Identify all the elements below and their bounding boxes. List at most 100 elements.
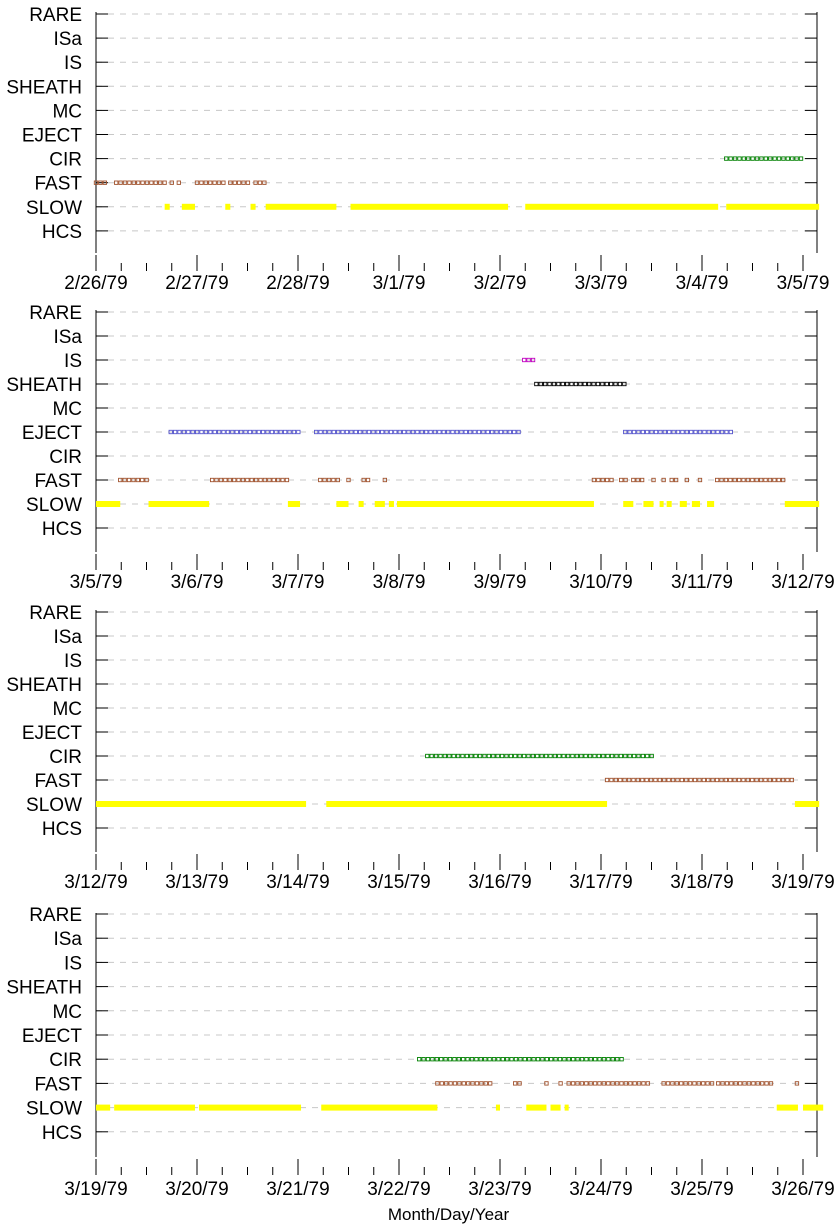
data-mark-cir — [460, 753, 465, 759]
data-mark-fast — [335, 477, 340, 483]
data-mark-fast — [751, 1081, 756, 1086]
y-tick-label: CIR — [49, 747, 82, 768]
data-mark-fast — [114, 180, 119, 185]
data-mark-eject — [274, 429, 279, 435]
data-mark-is — [522, 357, 527, 363]
data-mark-fast — [648, 777, 654, 783]
x-tick-label: 3/12/79 — [64, 872, 127, 893]
data-mark-slow — [726, 203, 820, 210]
data-mark-fast — [118, 180, 123, 185]
data-mark-eject — [702, 429, 707, 435]
data-mark-cir — [505, 1057, 510, 1062]
data-mark-eject — [336, 429, 341, 435]
data-mark-fast — [102, 180, 107, 185]
data-mark-cir — [549, 1057, 554, 1062]
data-mark-cir — [776, 156, 782, 161]
data-mark-fast — [661, 1081, 666, 1086]
data-mark-fast — [732, 477, 737, 483]
data-mark-cir — [588, 1057, 593, 1062]
data-mark-fast — [759, 477, 764, 483]
y-tick-label: SLOW — [26, 495, 82, 516]
x-tick-label: 3/17/79 — [569, 872, 632, 893]
data-mark-fast — [218, 477, 224, 483]
x-tick-label: 3/5/79 — [777, 273, 830, 294]
data-mark-cir — [425, 1057, 431, 1062]
data-mark-eject — [476, 429, 482, 435]
data-mark-slow — [564, 1104, 569, 1111]
data-mark-cir — [575, 1057, 580, 1062]
data-mark-fast — [232, 180, 237, 185]
data-mark-fast — [697, 777, 702, 783]
data-mark-fast — [118, 477, 123, 483]
data-mark-fast — [245, 477, 250, 483]
data-mark-slow — [679, 501, 687, 507]
data-mark-cir — [521, 753, 527, 759]
x-tick-label: 3/10/79 — [569, 572, 632, 593]
data-mark-fast — [322, 477, 327, 483]
y-tick-label: ISa — [53, 29, 82, 50]
data-mark-sheath — [622, 381, 627, 387]
data-mark-fast — [632, 1081, 637, 1086]
data-mark-cir — [623, 753, 628, 759]
y-tick-label: EJECT — [22, 1026, 83, 1047]
data-mark-fast — [636, 1081, 642, 1086]
data-mark-cir — [596, 753, 602, 759]
data-mark-fast — [776, 777, 781, 783]
data-mark-eject — [653, 429, 659, 435]
data-mark-fast — [662, 777, 667, 783]
data-mark-cir — [763, 156, 768, 161]
data-mark-fast — [750, 477, 755, 483]
data-mark-fast — [724, 1081, 730, 1086]
data-mark-fast — [162, 180, 167, 185]
data-mark-fast — [452, 1081, 458, 1086]
data-mark-slow — [784, 501, 820, 507]
data-mark-eject — [172, 429, 178, 435]
x-tick-label: 3/1/79 — [373, 273, 426, 294]
data-mark-fast — [483, 1081, 488, 1086]
data-mark-fast — [194, 180, 200, 185]
data-mark-cir — [587, 753, 593, 759]
data-mark-slow — [526, 1104, 547, 1111]
data-mark-slow — [358, 501, 364, 507]
data-mark-fast — [781, 477, 786, 483]
data-mark-fast — [763, 777, 768, 783]
data-mark-fast — [628, 1081, 633, 1086]
data-mark-fast — [271, 477, 276, 483]
data-mark-eject — [366, 429, 372, 435]
data-mark-fast — [267, 477, 272, 483]
data-mark-slow — [643, 501, 654, 507]
x-tick-label: 3/26/79 — [771, 1179, 834, 1200]
x-tick-label: 3/23/79 — [468, 1179, 531, 1200]
data-mark-fast — [684, 777, 689, 783]
data-mark-cir — [615, 1057, 620, 1062]
data-mark-eject — [243, 429, 248, 435]
data-mark-eject — [441, 429, 446, 435]
data-mark-fast — [245, 180, 251, 185]
data-mark-slow — [374, 501, 385, 507]
data-mark-sheath — [613, 381, 618, 387]
data-mark-fast — [135, 477, 140, 483]
data-mark-fast — [610, 1081, 615, 1086]
data-mark-eject — [282, 429, 288, 435]
data-mark-slow — [250, 203, 256, 210]
data-mark-cir — [456, 1057, 461, 1062]
data-mark-cir — [465, 1057, 470, 1062]
data-mark-fast — [318, 477, 323, 483]
x-tick-label: 2/27/79 — [165, 273, 228, 294]
data-mark-fast — [719, 477, 724, 483]
data-mark-fast — [767, 777, 773, 783]
y-tick-label: HCS — [42, 222, 82, 243]
data-mark-eject — [719, 429, 725, 435]
y-tick-label: MC — [52, 101, 82, 122]
data-mark-cir — [552, 753, 558, 759]
x-tick-label: 3/7/79 — [272, 572, 325, 593]
data-mark-fast — [723, 777, 729, 783]
data-mark-cir — [557, 753, 562, 759]
data-mark-slow — [96, 501, 121, 507]
y-tick-label: CIR — [49, 1050, 82, 1071]
data-mark-cir — [443, 1057, 448, 1062]
y-tick-label: IS — [64, 53, 82, 74]
data-mark-fast — [794, 1081, 800, 1086]
data-mark-fast — [701, 777, 707, 783]
data-mark-eject — [658, 429, 663, 435]
